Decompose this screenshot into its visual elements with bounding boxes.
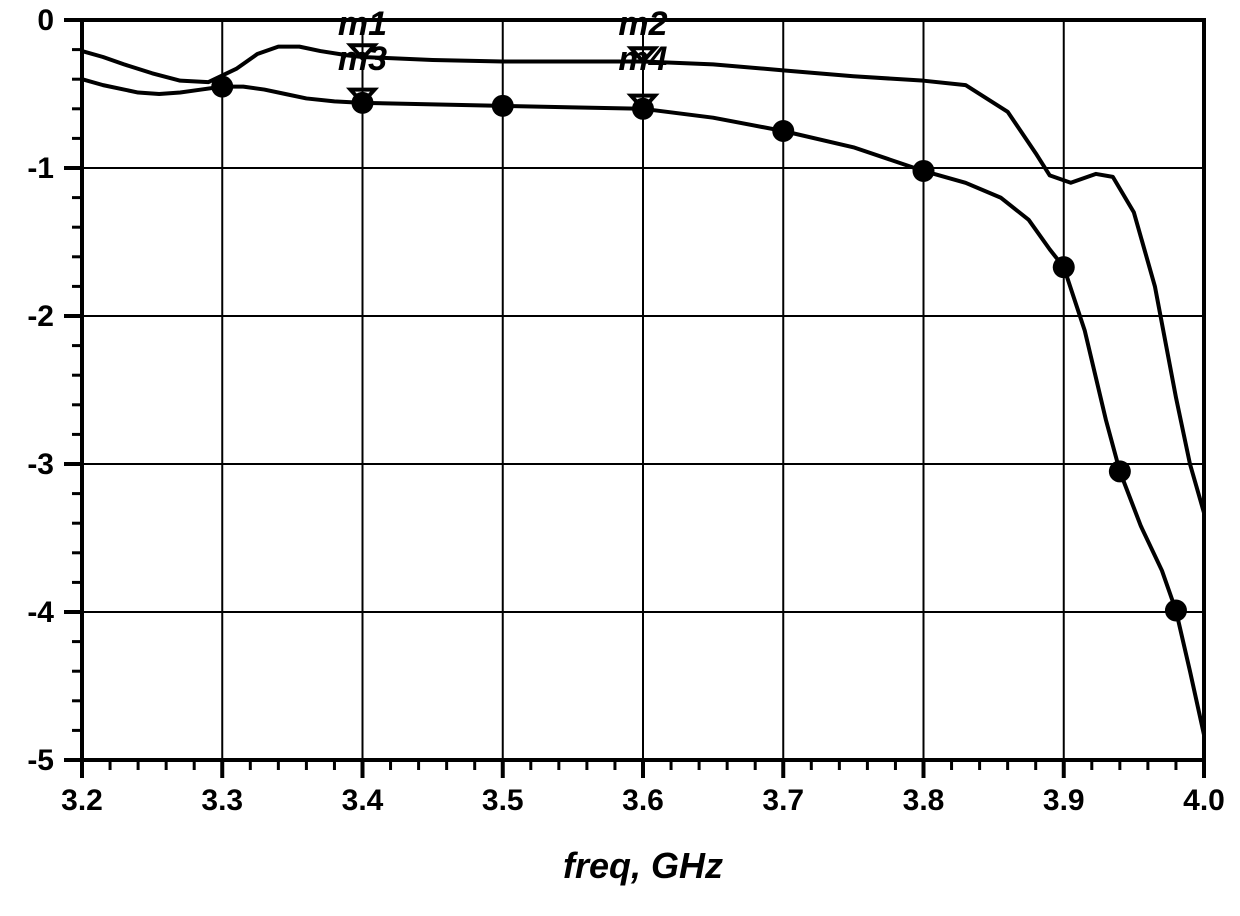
- x-tick-label: 3.4: [342, 784, 384, 817]
- x-tick-label: 3.9: [1043, 784, 1085, 817]
- y-tick-label: -5: [27, 744, 54, 777]
- x-tick-label: 3.3: [201, 784, 243, 817]
- x-tick-label: 3.2: [61, 784, 103, 817]
- x-tick-label: 3.6: [622, 784, 664, 817]
- y-tick-label: -4: [27, 596, 54, 629]
- chart-container: m1m3 m2m4 3.2 3.3 3.4 3.5 3.6 3.7 3.8 3.9 4.0 -5 -4 -…: [0, 0, 1240, 916]
- series-2-marker: [913, 160, 935, 182]
- marker-label-m2: m2: [618, 5, 667, 43]
- series-2-marker: [211, 76, 233, 98]
- series-2-marker: [492, 95, 514, 117]
- series-2-marker: [772, 120, 794, 142]
- marker-label-m4: m4: [618, 40, 667, 78]
- y-tick-label: 0: [37, 4, 54, 37]
- y-tick-label: -2: [27, 300, 54, 333]
- x-axis-title: freq, GHz: [563, 845, 723, 886]
- x-tick-label: 3.5: [482, 784, 524, 817]
- marker-label-m1: m1: [338, 5, 387, 43]
- series-2-marker: [1053, 256, 1075, 278]
- y-tick-label: -1: [27, 152, 54, 185]
- y-tick-label: -3: [27, 448, 54, 481]
- line-chart: m1m3 m2m4 3.2 3.3 3.4 3.5 3.6 3.7 3.8 3.9 4.0 -5 -4 -…: [0, 0, 1240, 916]
- series-2-marker: [1165, 600, 1187, 622]
- marker-label-m3: m3: [338, 40, 387, 78]
- series-2-marker: [1109, 460, 1131, 482]
- x-tick-label: 3.8: [903, 784, 945, 817]
- x-tick-label: 3.7: [762, 784, 804, 817]
- x-tick-label: 4.0: [1183, 784, 1225, 817]
